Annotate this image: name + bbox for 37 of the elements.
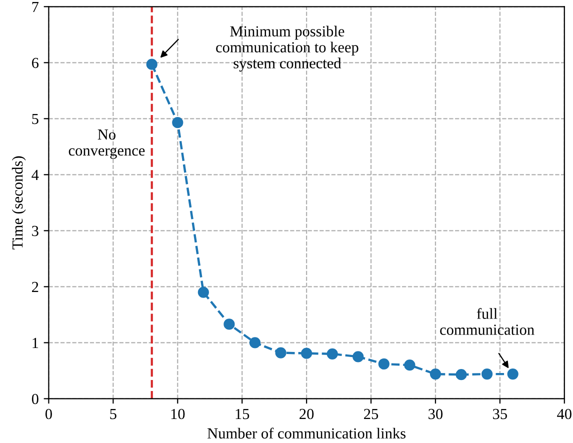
point xyxy=(430,368,442,380)
point xyxy=(456,369,467,380)
x-tick-label: 30 xyxy=(428,408,443,420)
y-tick-label: 6 xyxy=(32,58,39,68)
point xyxy=(404,360,416,371)
y-tick-label: 3 xyxy=(32,226,38,236)
annotation: Minimum possible communication to keep system connected xyxy=(216,26,358,72)
x-axis-title: Number of communication links xyxy=(207,428,406,439)
y-tick-label: 2 xyxy=(32,282,38,292)
point xyxy=(301,348,312,359)
point xyxy=(198,286,209,298)
point xyxy=(224,318,235,330)
point xyxy=(146,58,158,70)
y-tick-label: 1 xyxy=(32,338,38,348)
point xyxy=(249,337,261,348)
y-tick-label: 4 xyxy=(32,170,39,180)
point xyxy=(275,347,286,358)
annotation: full communication xyxy=(440,308,534,335)
x-tick-label: 20 xyxy=(300,408,314,420)
point xyxy=(172,117,184,128)
point xyxy=(378,358,390,370)
x-tick-label: 10 xyxy=(171,408,185,420)
x-tick-label: 35 xyxy=(493,408,507,420)
annotation: No convergence xyxy=(68,130,145,159)
y-tick-label: 5 xyxy=(32,114,38,124)
x-tick-label: 25 xyxy=(364,408,378,420)
point xyxy=(507,368,518,380)
y-axis-title: Time (seconds) xyxy=(12,156,26,250)
point xyxy=(326,348,338,360)
x-tick-label: 0 xyxy=(45,408,52,420)
x-tick-label: 15 xyxy=(236,408,250,420)
x-tick-label: 5 xyxy=(110,409,116,420)
x-tick-label: 40 xyxy=(557,408,572,420)
point xyxy=(481,368,493,380)
point xyxy=(352,351,364,362)
y-tick-label: 0 xyxy=(32,394,38,404)
y-tick-label: 7 xyxy=(32,2,39,12)
